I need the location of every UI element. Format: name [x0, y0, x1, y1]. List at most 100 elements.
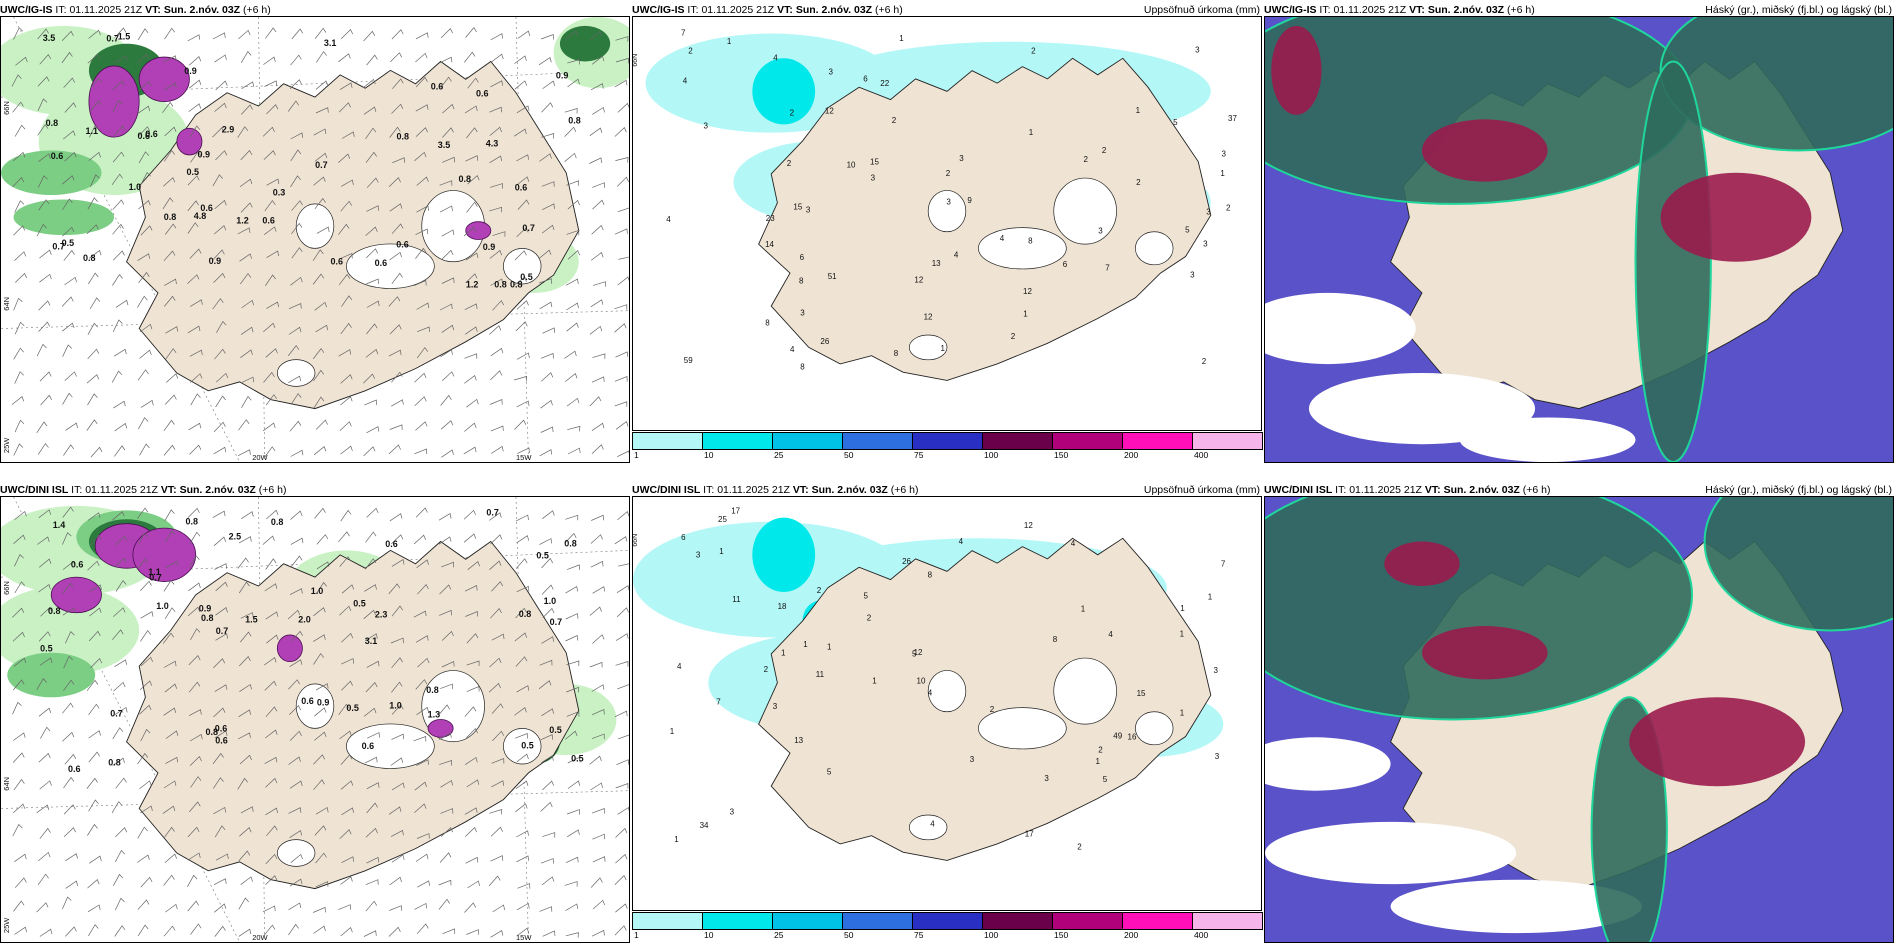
- wind-barb: [592, 833, 606, 840]
- wind-barb: [314, 197, 326, 210]
- it-label: IT:: [687, 4, 699, 16]
- wind-barb: [263, 322, 276, 333]
- wind-barb: [590, 782, 603, 791]
- wind-barb: [618, 563, 629, 567]
- accum-value-label: 1: [1029, 128, 1034, 137]
- wind-barb: [12, 701, 22, 715]
- wind-barb: [64, 753, 77, 765]
- wind-barb: [163, 444, 176, 456]
- accum-value-label: 3: [1203, 240, 1208, 249]
- glacier-shape: [1135, 231, 1174, 266]
- wind-barb: [440, 28, 453, 39]
- wind-barb: [341, 856, 355, 864]
- map-area[interactable]: 4 2 2 1 12 17 11 8 5 49 34 15 18 25 26 16 17 12 7 8 13 6 4 11 5 4…: [632, 496, 1262, 911]
- precip-value-label: 0.7: [106, 33, 119, 43]
- accum-value-label: 3: [1214, 666, 1219, 675]
- colorbar-swatch: [1052, 432, 1123, 450]
- wind-barb: [363, 78, 376, 88]
- accum-value-label: 3: [800, 308, 805, 317]
- wind-barb: [164, 126, 177, 137]
- map-area[interactable]: [1264, 496, 1894, 943]
- wind-barb: [591, 807, 605, 814]
- wind-barb: [338, 904, 351, 911]
- wind-barb: [341, 807, 354, 816]
- wind-barb: [112, 274, 123, 286]
- map-area[interactable]: 2 7 4 3 37 12 22 51 59 6 8 9 8 14 13 10 12 8 12 15 3 12 26 15 23…: [632, 16, 1262, 431]
- colorbar-swatch: [632, 432, 703, 450]
- precip-value-label: 0.7: [52, 242, 65, 252]
- accum-value-label: 7: [716, 697, 721, 706]
- wind-barb: [137, 854, 150, 863]
- panel-header: UWC/IG-IS IT: 01.11.2025 21Z VT: Sun. 2.…: [1264, 0, 1894, 20]
- precip-value-label: 0.7: [486, 507, 499, 517]
- wind-barb: [517, 883, 531, 889]
- wind-barb: [190, 373, 203, 383]
- wind-barb: [516, 685, 530, 693]
- wind-barb: [514, 375, 527, 382]
- wind-barb: [112, 250, 125, 261]
- wind-barb: [490, 80, 503, 88]
- wind-barb: [615, 157, 629, 163]
- wind-barb: [364, 756, 378, 764]
- wind-barb: [565, 514, 579, 521]
- wind-barb: [37, 442, 49, 455]
- panel-dini-precip-wind: UWC/DINI ISL IT: 01.11.2025 21Z VT: Sun.…: [0, 480, 630, 943]
- wind-barb: [339, 556, 351, 567]
- wind-barb: [591, 708, 605, 716]
- wind-barb: [13, 778, 25, 791]
- wind-barb: [441, 449, 454, 458]
- wind-barb: [289, 79, 302, 90]
- wind-barb: [440, 827, 454, 837]
- wind-barb: [315, 80, 329, 90]
- wind-barb: [615, 421, 629, 430]
- wind-barb: [288, 756, 301, 765]
- wind-barb: [416, 759, 429, 766]
- wind-barb: [188, 709, 202, 717]
- wind-barb: [114, 55, 128, 64]
- wind-barb: [162, 197, 174, 210]
- wind-barb: [465, 326, 478, 335]
- precip-area: [1, 150, 102, 195]
- precip-value-label: 2.0: [298, 614, 311, 624]
- wind-barb: [440, 420, 454, 430]
- wind-barb: [38, 509, 52, 518]
- wind-barb: [616, 176, 629, 187]
- precip-value-label: 4.8: [194, 211, 207, 221]
- wind-barb: [87, 322, 98, 335]
- map-area[interactable]: 0.3 0.6 0.7 0.8 0.8 0.9 0.6 0.5 4.8 3.5 4.3 3.1 3.5 1…: [0, 16, 630, 463]
- colorbar-label: 100: [984, 450, 999, 460]
- axis-label: 64N: [2, 297, 11, 311]
- wind-barb: [162, 101, 174, 114]
- wind-barb: [340, 374, 353, 384]
- wind-barb: [266, 250, 280, 259]
- wind-barb: [415, 247, 427, 259]
- wind-barb: [265, 348, 278, 358]
- wind-barb: [388, 349, 402, 357]
- colorbar-label: 75: [914, 930, 924, 940]
- map-area[interactable]: [1264, 16, 1894, 463]
- wind-barb: [316, 561, 330, 570]
- wind-barb: [391, 272, 403, 284]
- wind-barb: [87, 560, 100, 571]
- wind-barb: [164, 295, 176, 307]
- wind-barb: [13, 225, 26, 236]
- wind-barb: [163, 250, 176, 262]
- wind-barb: [61, 51, 73, 64]
- wind-barb: [339, 421, 352, 431]
- wind-barb: [88, 799, 99, 812]
- precip-value-label: 1.4: [53, 520, 66, 530]
- wind-barb: [62, 702, 74, 714]
- accum-value-label: 49: [1113, 732, 1122, 741]
- wind-barb: [514, 632, 528, 642]
- wind-barb: [38, 584, 51, 593]
- accum-value-label: 5: [1185, 225, 1190, 234]
- wind-barb: [237, 777, 248, 790]
- wind-barb: [12, 823, 23, 837]
- precip-value-label: 3.5: [43, 33, 56, 43]
- map-area[interactable]: 0.6 0.5 0.8 1.0 0.8 2.3 3.1 2.0 1.5 0.9 0.5 0.7 0.8 0…: [0, 496, 630, 943]
- wind-barb: [88, 151, 101, 161]
- wind-barb: [187, 34, 201, 42]
- wind-barb: [86, 374, 100, 384]
- wind-barb: [264, 80, 278, 87]
- wind-barb: [465, 273, 478, 284]
